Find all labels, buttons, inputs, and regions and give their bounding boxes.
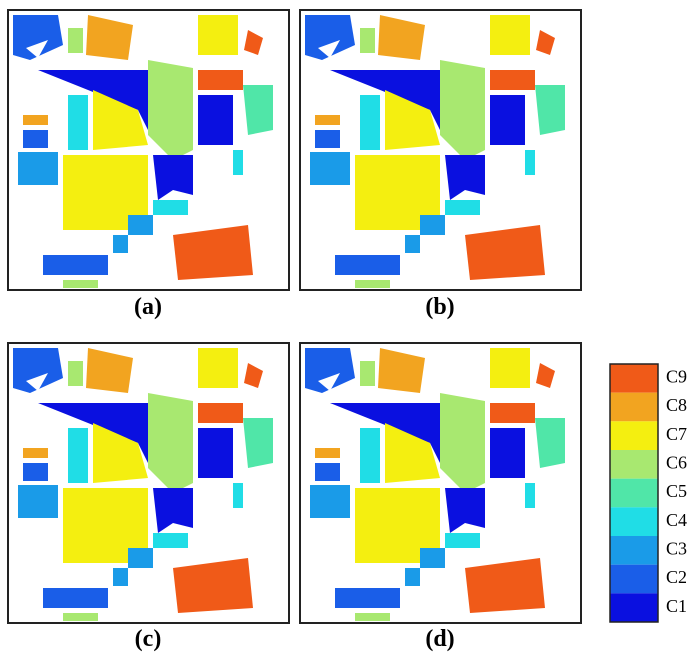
legend-swatch [610,421,658,450]
legend-label: C3 [666,538,687,558]
panel-label: (d) [425,626,454,652]
panel-label: (a) [134,294,162,320]
legend-border [609,363,659,623]
legend-swatch [610,364,658,393]
legend-label: C8 [666,395,687,415]
map-panel [299,9,582,291]
legend-label: C1 [666,596,687,616]
legend-swatch [610,392,658,422]
map-panel [7,9,290,291]
legend-swatch [610,478,658,508]
legend: C9 C8 C7 C6 C5 C4 C3 C2 C1 [609,363,687,623]
legend-label: C7 [666,424,687,444]
legend-swatch [610,450,658,479]
map-panel [299,342,582,624]
legend-label: C4 [666,510,687,530]
legend-label: C5 [666,481,687,501]
legend-label: C2 [666,567,687,587]
panel-label: (c) [135,626,162,652]
legend-swatch [610,507,658,536]
panel-label: (b) [425,294,454,320]
legend-swatch [610,593,658,622]
legend-label: C6 [666,452,687,472]
legend-swatch [610,536,658,565]
map-panel [7,342,290,624]
legend-swatch [610,564,658,594]
legend-label: C9 [666,366,687,386]
